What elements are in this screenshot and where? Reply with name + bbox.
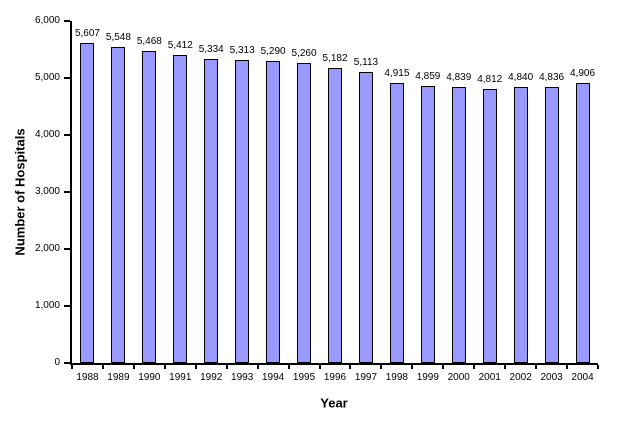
bar-value-label: 4,859 [415, 71, 441, 83]
x-axis-tick [101, 365, 104, 369]
x-axis-tick-label: 2004 [571, 372, 594, 383]
x-axis-title: Year [320, 395, 348, 411]
x-axis-tick-label: 1988 [76, 372, 99, 383]
y-axis-tick [64, 248, 70, 250]
x-axis-tick [442, 365, 445, 369]
bar [266, 61, 281, 363]
y-axis-tick [64, 191, 70, 193]
x-axis-tick [411, 365, 414, 369]
bar [513, 87, 528, 363]
bar [173, 54, 188, 363]
y-axis-tick [64, 134, 70, 136]
y-axis-tick-label: 1,000 [34, 300, 60, 311]
x-axis-tick [380, 365, 383, 369]
bar-value-label: 4,839 [446, 72, 472, 84]
x-axis-tick-label: 1991 [169, 372, 192, 383]
bar-value-label: 4,840 [508, 72, 534, 84]
bar-value-label: 5,113 [353, 56, 379, 68]
bar [451, 87, 466, 363]
y-axis-tick-label: 5,000 [34, 72, 60, 83]
bar [575, 83, 590, 363]
x-axis-tick [504, 365, 507, 369]
x-axis-tick [132, 365, 135, 369]
bar [328, 67, 342, 363]
x-axis-tick [318, 365, 321, 369]
plot-area: 0 1,000 2,000 3,000 4,000 5,000 6,000 5,607 1988… [35, 15, 599, 383]
x-axis-tick-label: 2001 [478, 372, 501, 383]
y-axis-tick-label: 4,000 [34, 129, 60, 140]
bar [80, 43, 95, 363]
x-axis-tick-label: 1990 [138, 372, 161, 383]
bar [389, 82, 404, 363]
x-axis-tick-label: 2002 [509, 372, 532, 383]
x-axis-tick [597, 365, 599, 369]
x-axis-tick-label: 1998 [385, 372, 408, 383]
y-axis-tick [64, 20, 70, 22]
bar-value-label: 5,334 [198, 43, 224, 55]
bar-value-label: 5,313 [229, 45, 255, 57]
x-axis-tick-label: 2003 [540, 372, 563, 383]
x-axis-tick [256, 365, 259, 369]
x-axis-tick [287, 365, 290, 369]
x-axis-tick-label: 1992 [200, 372, 223, 383]
bar [204, 58, 219, 363]
x-axis-tick-label: 1999 [416, 372, 439, 383]
x-axis-tick [473, 365, 476, 369]
y-axis-tick-label: 6,000 [34, 15, 60, 26]
bar [544, 87, 559, 363]
x-axis-tick [163, 365, 166, 369]
x-axis-tick-label: 1993 [231, 372, 254, 383]
x-axis-tick [566, 365, 569, 369]
x-axis-tick-label: 1996 [323, 372, 347, 383]
bar [358, 71, 373, 363]
bar-value-label: 5,468 [136, 36, 162, 48]
y-axis-tick [64, 305, 70, 307]
bar [235, 60, 250, 363]
x-axis-tick-label: 1989 [107, 372, 130, 383]
bar [142, 51, 157, 363]
bar-value-label: 4,836 [539, 72, 565, 84]
bar-value-label: 5,412 [167, 39, 193, 51]
y-axis-tick [64, 77, 70, 79]
bar [111, 46, 126, 363]
x-axis-tick-label: 1994 [261, 372, 285, 383]
x-axis-tick [535, 365, 538, 369]
bar-value-label: 4,915 [384, 67, 410, 79]
x-axis-tick [225, 365, 228, 369]
bar [297, 63, 312, 363]
bar-value-label: 5,607 [74, 28, 100, 40]
bar-value-label: 5,260 [291, 48, 317, 60]
x-axis-tick-label: 1997 [354, 372, 378, 383]
bar-value-label: 5,548 [105, 31, 131, 43]
bar-value-label: 5,182 [322, 52, 348, 64]
bar [482, 88, 497, 363]
x-axis-tick [194, 365, 197, 369]
bar-value-label: 4,906 [570, 68, 596, 80]
x-axis-tick [349, 365, 352, 369]
y-axis-tick-label: 3,000 [34, 186, 60, 197]
y-axis-tick-label: 0 [54, 357, 60, 368]
bar-value-label: 4,812 [477, 73, 503, 85]
y-axis-tick-label: 2,000 [34, 243, 60, 254]
x-axis-tick [71, 365, 73, 369]
x-axis-tick-label: 2000 [447, 372, 470, 383]
x-axis-tick-label: 1995 [292, 372, 316, 383]
bar-value-label: 5,290 [260, 46, 286, 58]
bar [420, 86, 435, 363]
y-axis-tick [64, 362, 70, 364]
